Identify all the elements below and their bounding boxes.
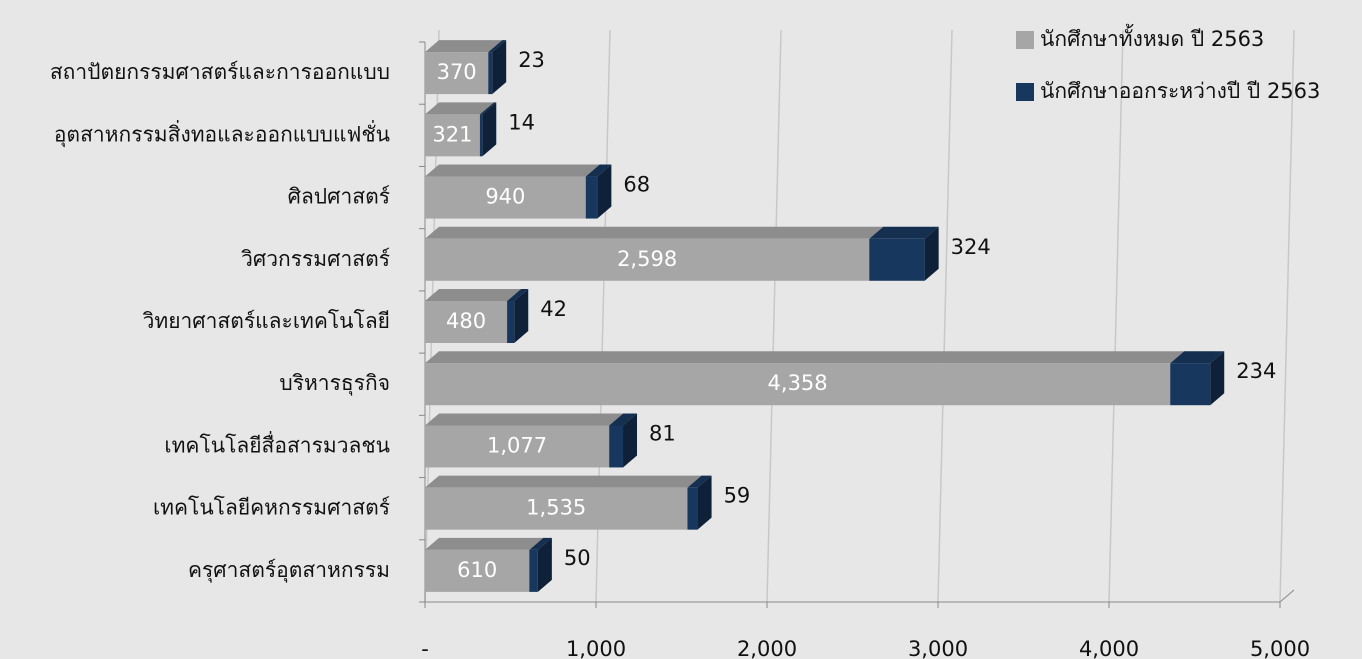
grid-line xyxy=(1279,29,1295,603)
bar-side xyxy=(1210,351,1225,406)
x-axis-depth xyxy=(1279,589,1295,603)
grid-line xyxy=(1108,29,1124,603)
bar-top xyxy=(687,475,712,488)
value-label: 23 xyxy=(518,48,545,72)
bar-side xyxy=(924,226,939,281)
bar-top xyxy=(425,475,702,488)
value-label: 1,535 xyxy=(526,496,586,520)
value-label: 59 xyxy=(724,484,751,508)
value-label: 610 xyxy=(457,558,497,582)
y-tick-label: ศิลปศาสตร์ xyxy=(288,185,390,209)
bar xyxy=(488,52,493,95)
bar-side xyxy=(514,289,529,343)
bar-top xyxy=(488,40,507,53)
bar xyxy=(869,238,925,281)
bar-side xyxy=(697,475,712,530)
value-label: 480 xyxy=(446,309,486,333)
y-tick-label: เทคโนโลยีคหกรรมศาสตร์ xyxy=(153,496,390,520)
bar-side xyxy=(492,40,507,95)
bar xyxy=(425,238,870,281)
bar-top xyxy=(585,164,612,177)
bar xyxy=(425,176,586,219)
value-label: 14 xyxy=(508,110,535,134)
y-tick-label: เทคโนโลยีสื่อสารมวลชน xyxy=(164,430,390,457)
bar xyxy=(425,425,610,468)
value-label: 68 xyxy=(623,173,650,197)
value-label: 81 xyxy=(649,421,676,445)
value-label: 370 xyxy=(437,60,477,84)
bar-top xyxy=(425,351,1185,364)
y-tick-label: วิศวกรรมศาสตร์ xyxy=(241,247,390,271)
bar-top xyxy=(507,289,529,301)
y-tick-label: ครุศาสตร์อุตสาหกรรม xyxy=(188,558,390,583)
bar xyxy=(529,549,538,592)
value-label: 234 xyxy=(1236,359,1276,383)
y-tick-label: วิทยาศาสตร์และเทคโนโลยี xyxy=(142,309,390,333)
bar xyxy=(687,487,698,530)
legend-label: นักศึกษาออกระหว่างปี ปี 2563 xyxy=(1040,79,1320,103)
bar-top xyxy=(869,226,939,239)
bar-side xyxy=(623,413,638,468)
x-tick-label: 1,000 xyxy=(566,637,626,659)
value-label: 940 xyxy=(485,185,525,209)
bar-top xyxy=(425,226,884,239)
bar-top xyxy=(479,102,497,115)
y-tick-label: สถาปัตยกรรมศาสตร์และการออกแบบ xyxy=(50,60,390,84)
grid-line xyxy=(937,29,953,603)
bar xyxy=(585,176,598,219)
x-tick-label: 4,000 xyxy=(1079,637,1139,659)
bar-top xyxy=(425,40,503,53)
bar xyxy=(425,363,1171,406)
bar-top xyxy=(1170,351,1225,364)
x-tick-label: 3,000 xyxy=(908,637,968,659)
bar-side xyxy=(482,102,497,157)
bar-top xyxy=(529,537,552,550)
bar xyxy=(507,301,515,343)
legend-swatch xyxy=(1016,83,1034,101)
bar-top xyxy=(425,102,494,115)
value-label: 2,598 xyxy=(617,247,677,271)
value-label: 42 xyxy=(540,297,567,321)
value-label: 50 xyxy=(564,546,591,570)
bar xyxy=(479,114,483,157)
grid-line xyxy=(766,29,782,603)
y-tick-label: บริหารธุรกิจ xyxy=(279,371,390,396)
bar xyxy=(425,487,688,530)
x-tick-label: - xyxy=(421,637,429,659)
x-tick-label: 5,000 xyxy=(1250,637,1310,659)
legend-label: นักศึกษาทั้งหมด ปี 2563 xyxy=(1040,24,1264,51)
value-label: 321 xyxy=(432,122,472,146)
bar xyxy=(1170,363,1211,406)
x-tick-label: 2,000 xyxy=(737,637,797,659)
value-label: 1,077 xyxy=(487,433,547,457)
bar-top xyxy=(425,537,544,550)
value-label: 4,358 xyxy=(768,371,828,395)
bar-top xyxy=(425,289,522,301)
bar-side xyxy=(597,164,612,219)
bar-top xyxy=(425,164,600,177)
legend-swatch xyxy=(1016,31,1034,49)
bar xyxy=(425,114,480,157)
bar-top xyxy=(425,413,624,426)
value-label: 324 xyxy=(951,235,991,259)
y-tick-label: อุตสาหกรรมสิ่งทอและออกแบบแฟชั่น xyxy=(54,119,390,147)
bar xyxy=(425,52,489,95)
bar xyxy=(425,301,508,343)
bar-side xyxy=(537,537,552,592)
bar xyxy=(425,549,530,592)
bar-top xyxy=(609,413,638,426)
bar xyxy=(609,425,624,468)
